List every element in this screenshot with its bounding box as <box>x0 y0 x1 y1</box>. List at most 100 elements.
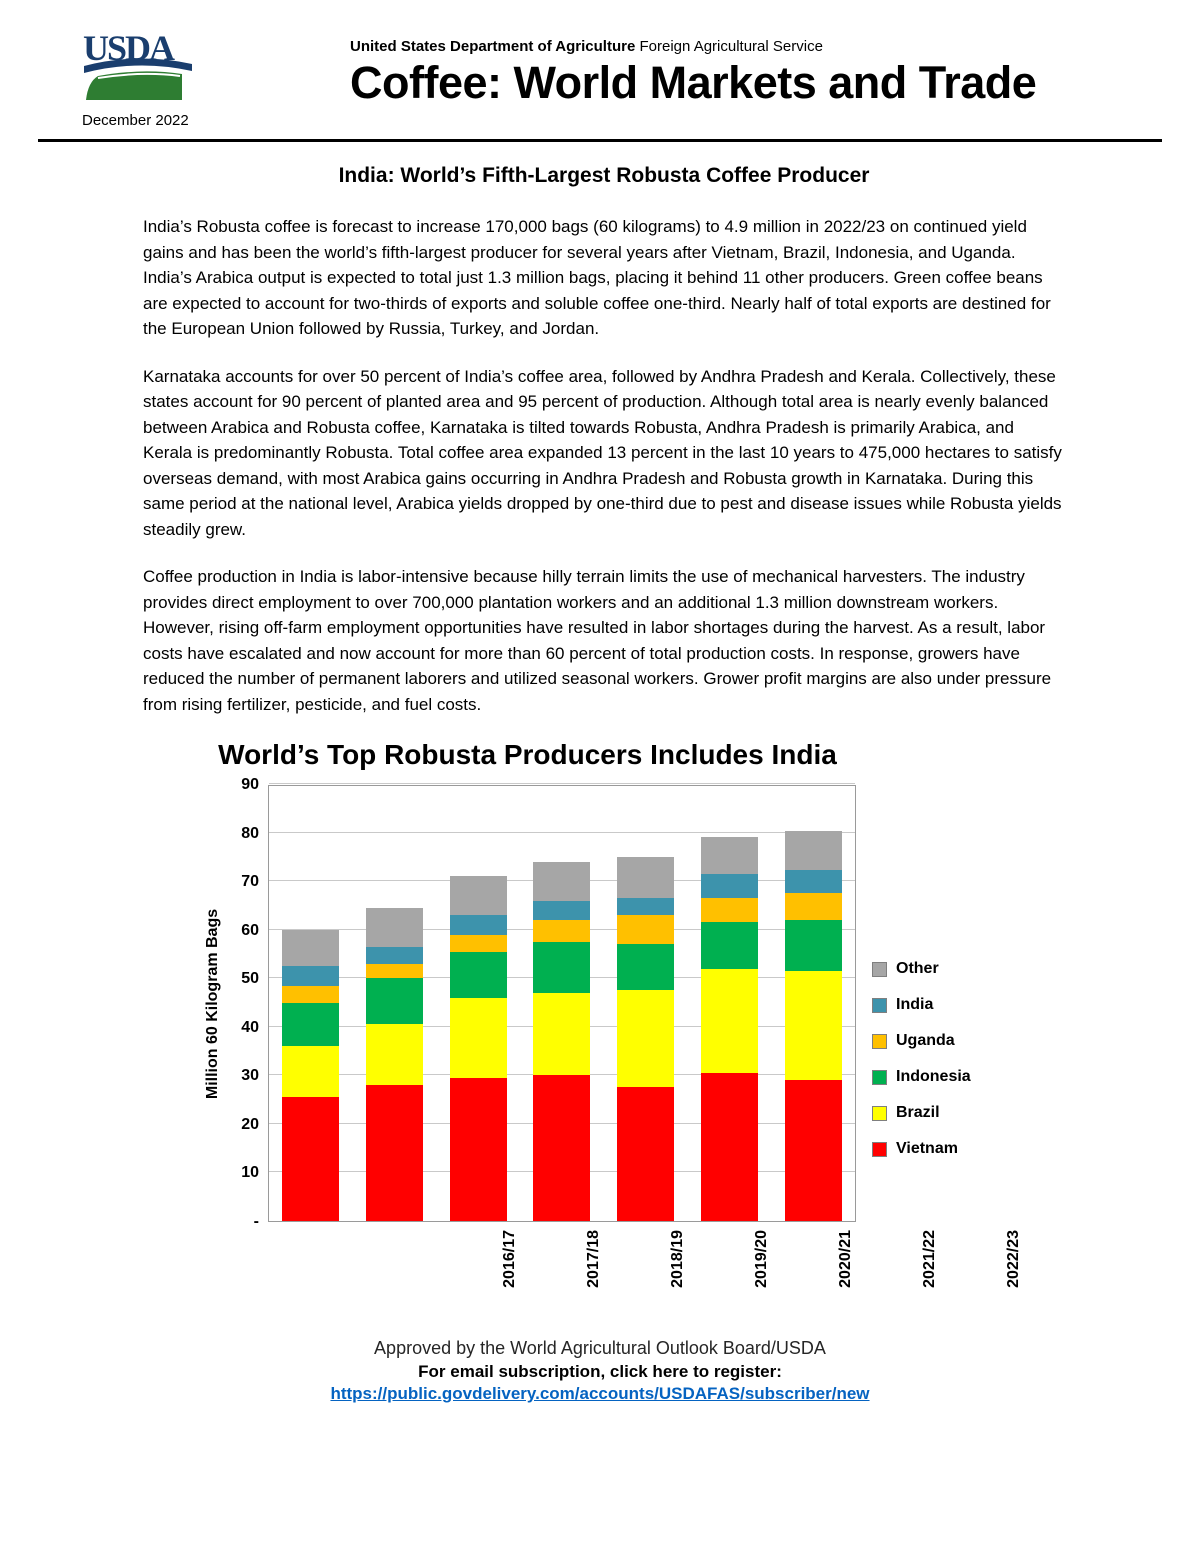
y-tick-label: 90 <box>241 776 259 793</box>
bar-segment-brazil <box>366 1024 424 1086</box>
bar-2022-23 <box>784 830 842 1221</box>
y-tick-label: 60 <box>241 921 259 939</box>
bar-segment-uganda <box>449 934 507 952</box>
bar-segment-indonesia <box>533 941 591 993</box>
x-tick-label: 2017/18 <box>585 1230 602 1288</box>
bar-segment-india <box>366 946 424 964</box>
subscription-line: For email subscription, click here to re… <box>418 1362 782 1381</box>
legend-item-other: Other <box>872 960 971 978</box>
article-heading: India: World’s Fifth-Largest Robusta Cof… <box>338 164 870 187</box>
bar-segment-other <box>366 907 424 947</box>
x-tick-label: 2019/20 <box>753 1230 770 1288</box>
legend-item-vietnam: Vietnam <box>872 1140 971 1158</box>
x-tick-label: 2022/23 <box>1005 1230 1022 1288</box>
bar-2019-20 <box>533 861 591 1221</box>
agency-name: United States Department of Agriculture <box>350 38 636 55</box>
legend-label: Brazil <box>896 1104 940 1121</box>
bar-2020-21 <box>617 856 675 1221</box>
plot-area <box>268 783 856 1222</box>
y-axis-ticks: - 10 20 30 40 50 60 70 80 90 <box>226 777 268 1230</box>
bar-2021-22 <box>700 837 758 1221</box>
document-footer: Approved by the World Agricultural Outlo… <box>0 1338 1200 1404</box>
y-tick-label: - <box>253 1213 259 1230</box>
legend-swatch-icon <box>872 1141 887 1157</box>
document-header: USDA December 2022 United States Departm… <box>0 28 1200 129</box>
bar-segment-brazil <box>617 990 675 1088</box>
agency-service-name: Foreign Agricultural Service <box>639 38 823 55</box>
bar-segment-vietnam <box>617 1087 675 1221</box>
bar-segment-other <box>533 861 591 901</box>
bar-segment-vietnam <box>533 1075 591 1221</box>
bars-container <box>269 786 855 1221</box>
bar-2018-19 <box>449 876 507 1221</box>
bar-segment-other <box>449 876 507 916</box>
x-axis-labels: 2016/17 2017/18 2018/19 2019/20 2020/21 2021/… <box>468 1222 1056 1322</box>
chart-title: World’s Top Robusta Producers Includes I… <box>218 739 837 770</box>
legend-label: Vietnam <box>896 1140 958 1157</box>
bar-segment-brazil <box>282 1046 340 1098</box>
bar-segment-uganda <box>282 985 340 1003</box>
bar-segment-india <box>282 966 340 986</box>
subscription-link[interactable]: https://public.govdelivery.com/accounts/… <box>330 1384 870 1403</box>
bar-segment-indonesia <box>366 978 424 1025</box>
bar-segment-other <box>700 837 758 874</box>
bar-2017-18 <box>366 907 424 1221</box>
bar-segment-indonesia <box>282 1002 340 1047</box>
bar-segment-uganda <box>533 920 591 942</box>
bar-segment-other <box>282 929 340 967</box>
y-tick-label: 40 <box>241 1018 259 1036</box>
document-title: Coffee: World Markets and Trade <box>350 57 1037 108</box>
approval-line: Approved by the World Agricultural Outlo… <box>374 1338 826 1358</box>
bar-segment-other <box>784 830 842 870</box>
bar-segment-indonesia <box>449 951 507 998</box>
usda-logo-icon: USDA <box>82 28 194 104</box>
logo-block: USDA December 2022 <box>82 28 350 129</box>
legend-swatch-icon <box>872 1105 887 1121</box>
gridline <box>269 783 855 784</box>
bar-segment-india <box>784 869 842 894</box>
agency-line: United States Department of Agriculture … <box>350 38 1160 55</box>
y-tick-label: 50 <box>241 970 259 988</box>
y-axis-title-wrap: Million 60 Kilogram Bags <box>200 785 226 1222</box>
bar-2016-17 <box>282 929 340 1221</box>
robusta-producers-chart: World’s Top Robusta Producers Includes I… <box>200 739 1200 1322</box>
paragraph-1: India’s Robusta coffee is forecast to in… <box>143 217 1051 338</box>
bar-segment-uganda <box>784 893 842 920</box>
bar-segment-indonesia <box>784 919 842 971</box>
gridline <box>269 831 855 833</box>
legend-swatch-icon <box>872 961 887 977</box>
legend-swatch-icon <box>872 1033 887 1049</box>
x-tick-label: 2020/21 <box>837 1230 854 1288</box>
bar-segment-india <box>533 900 591 920</box>
bar-segment-vietnam <box>700 1072 758 1221</box>
bar-segment-india <box>617 898 675 916</box>
legend-item-indonesia: Indonesia <box>872 1068 971 1086</box>
bar-segment-indonesia <box>700 922 758 969</box>
y-axis-title: Million 60 Kilogram Bags <box>204 908 221 1099</box>
chart-legend: Other India Uganda Indonesia Brazil Vietnam <box>872 960 971 1158</box>
legend-swatch-icon <box>872 1069 887 1085</box>
bar-segment-brazil <box>533 992 591 1076</box>
paragraph-2: Karnataka accounts for over 50 percent o… <box>143 366 1062 539</box>
legend-item-uganda: Uganda <box>872 1032 971 1050</box>
legend-item-india: India <box>872 996 971 1014</box>
y-tick-label: 70 <box>241 873 259 891</box>
legend-swatch-icon <box>872 997 887 1013</box>
bar-segment-uganda <box>700 898 758 923</box>
bar-segment-india <box>449 915 507 935</box>
bar-segment-india <box>700 873 758 899</box>
bar-segment-brazil <box>449 997 507 1078</box>
bar-segment-uganda <box>366 963 424 979</box>
header-divider <box>38 139 1162 142</box>
legend-label: Other <box>896 960 939 977</box>
y-tick-label: 80 <box>241 824 259 842</box>
legend-label: India <box>896 996 934 1013</box>
legend-label: Indonesia <box>896 1068 971 1085</box>
bar-segment-vietnam <box>366 1085 424 1221</box>
legend-label: Uganda <box>896 1032 955 1049</box>
bar-segment-vietnam <box>784 1080 842 1221</box>
y-tick-label: 20 <box>241 1115 259 1133</box>
issue-date: December 2022 <box>82 112 189 129</box>
bar-segment-uganda <box>617 915 675 945</box>
